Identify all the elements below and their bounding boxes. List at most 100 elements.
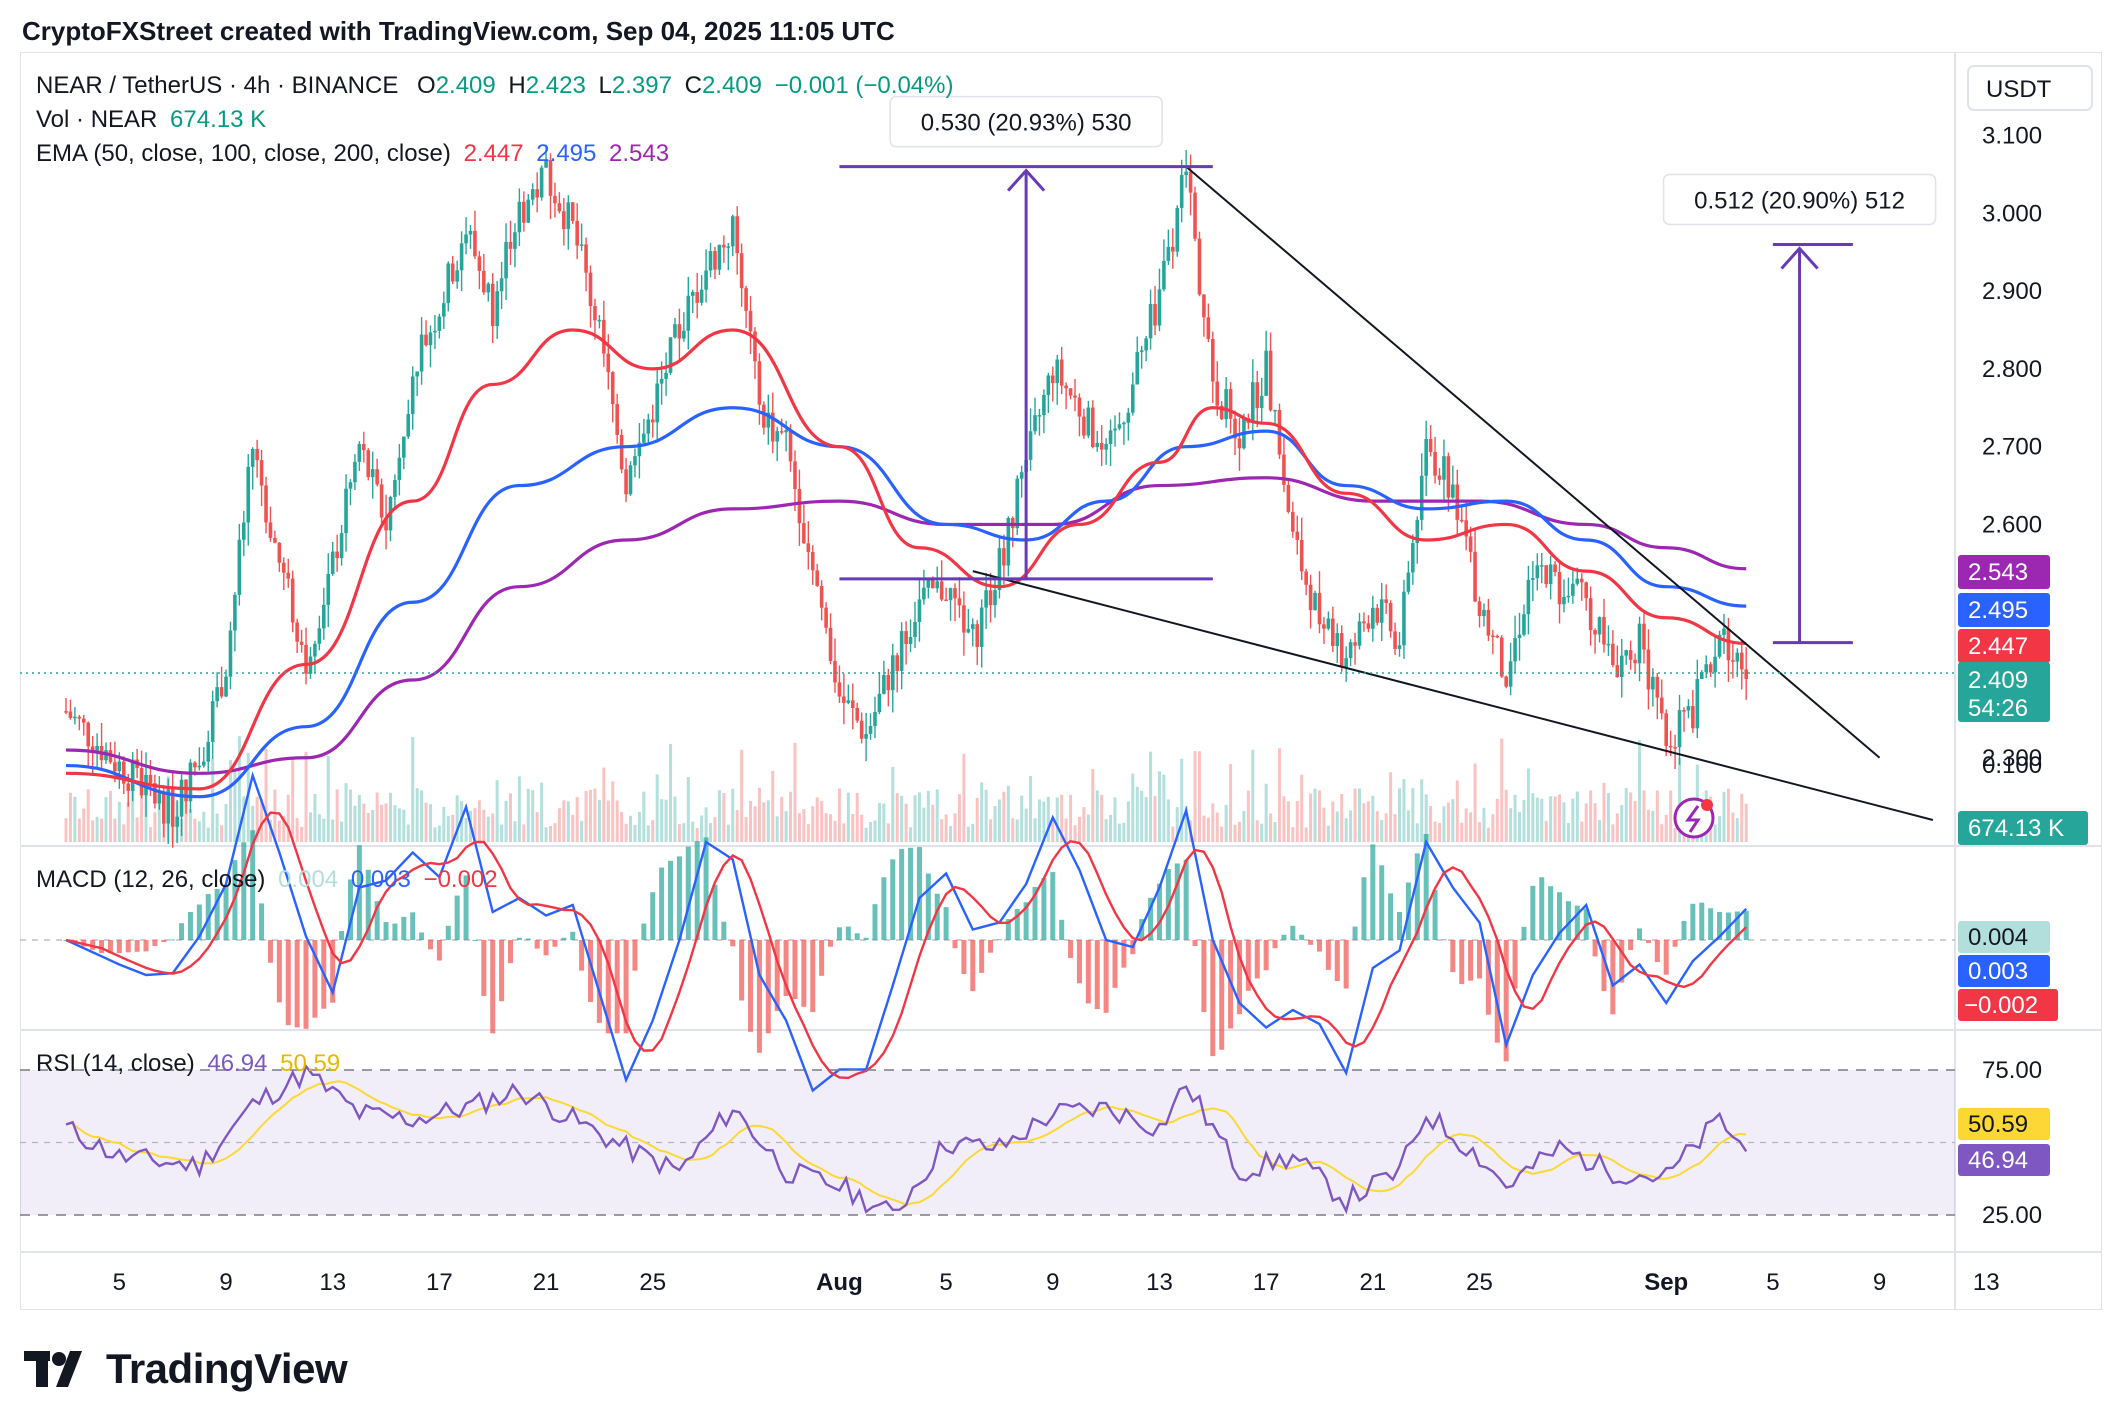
macd-label[interactable]: MACD (12, 26, close) (36, 866, 266, 893)
measure-2-label-box (1662, 173, 1937, 226)
candle-body (1037, 415, 1042, 417)
macd-histogram-bar (828, 940, 834, 947)
volume-bar (1033, 818, 1037, 842)
candle-body (486, 283, 491, 293)
volume-bar (428, 804, 432, 842)
volume-bar (331, 819, 335, 842)
candle-body (935, 581, 940, 589)
candle-body (242, 522, 246, 540)
macd-histogram-bar (1530, 885, 1536, 940)
currency-button[interactable] (1967, 65, 2093, 111)
volume-bar (1037, 799, 1041, 842)
macd-histogram-bar (285, 940, 291, 1026)
candle-body (962, 605, 966, 633)
macd-histogram-bar (1156, 883, 1162, 940)
volume-bar (766, 800, 770, 842)
volume-bar (909, 827, 913, 842)
candle-body (477, 256, 482, 271)
volume-bar (340, 821, 344, 842)
candle-body (966, 628, 971, 633)
candle-body (1451, 484, 1455, 498)
volume-bar (1411, 788, 1415, 842)
volume-bar (1340, 794, 1344, 842)
candle-body (153, 783, 157, 804)
candle-body (1379, 599, 1384, 623)
candle-body (837, 682, 842, 697)
macd-histogram-bar (863, 937, 869, 940)
candle-body (1090, 407, 1095, 448)
time-tick-label: 25 (1466, 1269, 1493, 1296)
volume-bar (877, 802, 881, 842)
candle-body (1611, 643, 1615, 666)
volume-bar (1197, 751, 1201, 842)
volume-bar (1149, 751, 1153, 842)
candle-body (970, 624, 975, 629)
macd-histogram-bar (1094, 940, 1100, 1010)
candle-body (446, 263, 451, 304)
volume-bar (1433, 821, 1437, 842)
candle-body (402, 436, 406, 458)
candle-body (130, 759, 135, 791)
candle-body (1033, 415, 1037, 432)
volume-bar (1366, 801, 1370, 842)
macd-histogram-bar (614, 940, 620, 1034)
volume-bar (1086, 814, 1090, 842)
candle-body (802, 523, 806, 544)
candle-body (1166, 246, 1171, 261)
macd-histogram-bar (1174, 863, 1180, 940)
rsi-ma-badge-bg (1958, 1108, 2050, 1140)
candle-body (437, 316, 442, 331)
candle-body (1411, 543, 1415, 573)
volume-bar (1522, 800, 1526, 842)
tradingview-brand[interactable]: TradingView (24, 1344, 348, 1394)
candle-body (1588, 598, 1593, 631)
ema-label[interactable]: EMA (50, close, 100, close, 200, close) (36, 140, 451, 167)
macd-histogram-bar (179, 923, 185, 940)
volume-bar (1109, 814, 1113, 842)
candle-body (877, 693, 882, 713)
candle-body (1117, 424, 1122, 429)
time-tick-label: Aug (816, 1269, 863, 1296)
volume-bar (700, 815, 704, 842)
volume-bar (753, 806, 757, 842)
volume-bar (1015, 819, 1019, 842)
candle-body (704, 270, 708, 290)
candle-body (455, 270, 459, 282)
candle-body (1464, 520, 1468, 537)
candle-body (904, 631, 908, 644)
candle-body (1575, 578, 1580, 584)
rsi-label[interactable]: RSI (14, close) (36, 1050, 195, 1077)
candle-body (1331, 618, 1335, 647)
measure-1-label: 0.530 (20.93%) 530 (921, 110, 1132, 137)
volume-bar (1282, 796, 1286, 842)
volume-label[interactable]: Vol · NEAR (36, 106, 158, 133)
candle-body (828, 627, 833, 661)
candle-body (282, 562, 286, 573)
volume-bar (1020, 795, 1024, 842)
candle-body (890, 655, 895, 691)
volume-bar (491, 813, 495, 842)
volume-bar (820, 800, 824, 842)
volume-bar (1060, 794, 1064, 842)
candle-body (86, 722, 91, 747)
volume-bar (1073, 825, 1077, 842)
volume-bar (1526, 768, 1530, 842)
volume-bar (73, 796, 77, 842)
macd-histogram-bar (1521, 926, 1527, 940)
macd-histogram-bar (561, 937, 567, 940)
volume-bar (744, 816, 748, 842)
candle-body (393, 480, 397, 497)
volume-bar (433, 827, 437, 842)
volume-bar (1175, 807, 1179, 842)
volume-bar (731, 788, 735, 842)
symbol-title[interactable]: NEAR / TetherUS · 4h · BINANCE (36, 72, 399, 99)
candle-body (668, 337, 673, 373)
candle-body (1504, 676, 1508, 687)
volume-bar (1393, 814, 1397, 842)
volume-bar (922, 807, 926, 842)
macd-histogram-bar (1539, 877, 1545, 940)
candle-body (1597, 617, 1602, 635)
volume-bar (629, 815, 633, 842)
volume-bar (91, 820, 95, 842)
